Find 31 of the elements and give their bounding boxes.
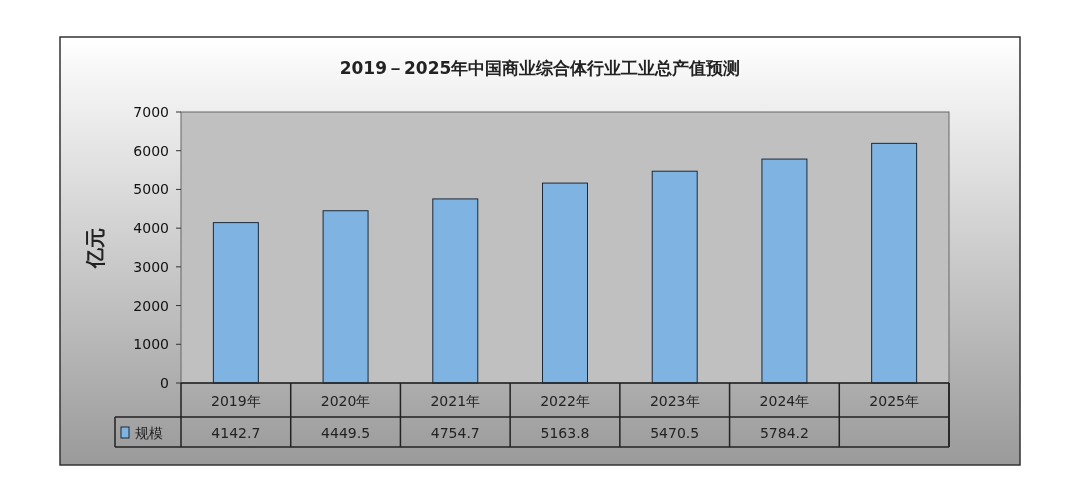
- x-tick-label: 2024年: [759, 393, 810, 409]
- y-tick-label: 6000: [133, 142, 169, 159]
- y-axis-title: 亿元: [83, 228, 107, 269]
- y-tick-label: 0: [160, 375, 169, 391]
- chart-title: 2019－2025年中国商业综合体行业工业总产值预测: [339, 58, 741, 78]
- y-tick-label: 1000: [133, 336, 169, 353]
- x-tick-label: 2021年: [430, 393, 481, 409]
- bar: [651, 170, 698, 384]
- x-tick-label: 2025年: [869, 393, 919, 409]
- y-tick-label: 3000: [133, 258, 169, 275]
- y-tick-label: 7000: [133, 104, 169, 120]
- data-label: 5470.5: [650, 425, 700, 441]
- x-tick-label: 2023年: [649, 393, 700, 409]
- data-label: 4449.5: [321, 425, 371, 441]
- y-tick-label: 2000: [133, 297, 169, 314]
- legend-label: 规模: [135, 425, 163, 441]
- bar: [871, 142, 918, 384]
- y-tick-label: 4000: [133, 220, 169, 237]
- data-label: 5784.2: [759, 425, 809, 441]
- data-label: 4754.7: [430, 425, 480, 441]
- x-tick-label: 2020年: [320, 393, 371, 409]
- data-label: 5163.8: [540, 425, 590, 441]
- y-tick-label: 5000: [133, 181, 169, 198]
- bar: [542, 182, 588, 384]
- bar: [432, 198, 479, 384]
- data-label: 4142.7: [211, 425, 261, 441]
- bar: [761, 158, 808, 384]
- x-tick-label: 2019年: [211, 393, 261, 409]
- bar: [322, 210, 369, 384]
- bar: [212, 222, 259, 384]
- x-tick-label: 2022年: [540, 393, 590, 409]
